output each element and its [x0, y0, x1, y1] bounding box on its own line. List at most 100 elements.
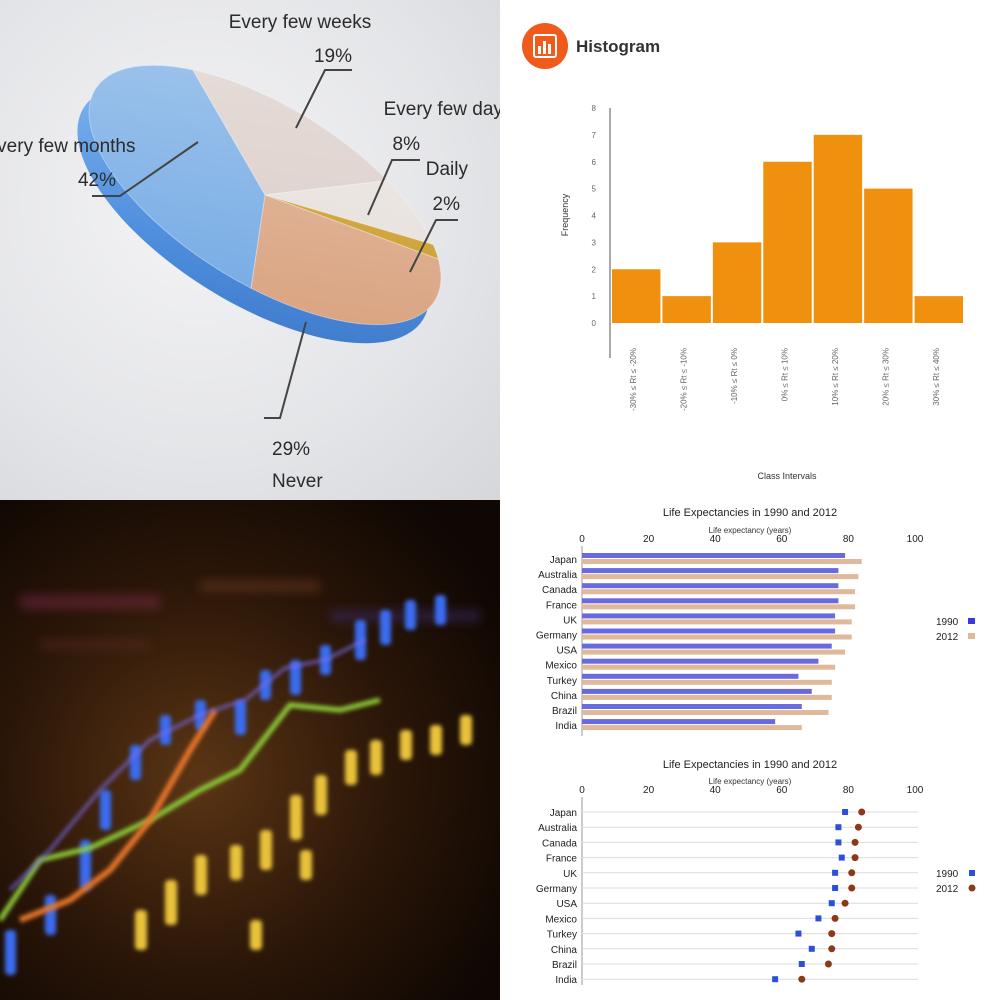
candle-down — [260, 830, 272, 870]
category-label: Mexico — [545, 661, 577, 672]
bar-2012 — [582, 710, 829, 715]
bar-legend-swatch-1990 — [968, 618, 975, 624]
histogram-bar — [763, 161, 812, 323]
green-trend-line — [0, 697, 381, 922]
x-tick-label: 0 — [579, 785, 585, 796]
bar-2012 — [582, 574, 859, 580]
point-1990 — [808, 945, 815, 952]
dot-chart-title: Life Expectancies in 1990 and 2012 — [663, 759, 837, 771]
bar-legend-swatch-2012 — [968, 633, 975, 639]
bar-1990 — [582, 553, 846, 558]
candlestick-illustration — [0, 500, 500, 1000]
x-tick-label: 60 — [776, 534, 788, 545]
bar-1990 — [582, 583, 839, 589]
bar-2012 — [582, 559, 862, 564]
pie-label-every-few-months: Every few months — [0, 136, 136, 157]
category-label: USA — [556, 899, 577, 910]
candle-up — [435, 595, 446, 625]
candle-down — [315, 775, 327, 815]
x-tick-label: 80 — [843, 785, 855, 796]
category-label: Brazil — [552, 960, 577, 971]
candle-down — [460, 715, 472, 745]
pie-chart-panel: Every few weeks 19% Every few days 8% Da… — [0, 0, 500, 500]
point-1990 — [832, 869, 839, 876]
leader-every-few-weeks — [295, 69, 352, 129]
dot-legend: 1990 2012 — [936, 869, 976, 895]
candle-down — [370, 740, 382, 775]
category-label: Canada — [542, 585, 577, 596]
pie-value-daily: 2% — [433, 194, 461, 215]
point-2012 — [828, 945, 836, 953]
histogram-chart: Histogram 0 1 2 3 4 5 6 7 8 -30% ≤ Rt ≤ -20% -20%… — [522, 23, 963, 481]
life-expectancy-charts: Life Expectancies in 1990 and 2012 Life … — [536, 507, 976, 986]
category-label: China — [551, 691, 578, 702]
histogram-bar — [712, 242, 762, 323]
leader-every-few-months — [92, 141, 199, 197]
point-2012 — [828, 930, 836, 938]
y-tick-label: 4 — [592, 212, 597, 221]
pie-value-never: 29% — [272, 439, 310, 460]
bar-2012 — [582, 725, 802, 731]
candle-down — [135, 910, 147, 950]
point-1990 — [795, 930, 802, 937]
dot-legend-swatch-2012 — [968, 884, 976, 892]
candle-down — [345, 750, 357, 785]
bar-2012 — [582, 604, 856, 610]
point-2012 — [798, 975, 806, 983]
x-tick-label: -30% ≤ Rt ≤ -20% — [629, 348, 638, 411]
y-tick-label: 1 — [592, 292, 597, 301]
candle-down — [230, 845, 242, 880]
x-tick-label: 0 — [579, 534, 585, 545]
x-tick-label: -20% ≤ Rt ≤ -10% — [680, 348, 689, 411]
category-label: Japan — [550, 555, 577, 566]
x-tick-label: 40 — [710, 534, 722, 545]
point-2012 — [854, 823, 862, 831]
category-label: India — [555, 975, 577, 986]
pie-chart: Every few weeks 19% Every few days 8% Da… — [0, 12, 500, 492]
point-1990 — [835, 824, 842, 831]
x-tick-label: 60 — [776, 785, 788, 796]
candle-down — [165, 880, 177, 925]
y-tick-label: 0 — [592, 319, 597, 328]
histogram-title: Histogram — [576, 37, 660, 56]
life-expectancy-panel: Life Expectancies in 1990 and 2012 Life … — [500, 500, 1000, 1000]
bar-2012 — [582, 589, 856, 595]
point-2012 — [858, 808, 866, 816]
bar-1990 — [582, 704, 802, 709]
point-2012 — [824, 960, 832, 968]
bar-2012 — [582, 679, 832, 685]
bar-chart-title: Life Expectancies in 1990 and 2012 — [663, 507, 837, 519]
bar-1990 — [582, 719, 776, 725]
bar-1990 — [582, 688, 812, 694]
y-axis-label: Frequency — [560, 193, 570, 236]
x-tick-label: -10% ≤ Rt ≤ 0% — [730, 348, 739, 404]
candle-up — [355, 620, 366, 660]
candle-down — [400, 730, 412, 760]
point-2012 — [848, 884, 856, 892]
category-label: China — [551, 945, 578, 956]
x-tick-label: 10% ≤ Rt ≤ 20% — [831, 348, 840, 406]
point-1990 — [835, 839, 842, 846]
x-tick-label: 100 — [907, 785, 924, 796]
histogram-bar — [914, 296, 963, 323]
point-1990 — [828, 900, 835, 907]
orange-trend-line — [18, 708, 218, 923]
bar-1990 — [582, 658, 819, 664]
histogram-bar — [813, 134, 863, 323]
bar-1990 — [582, 643, 832, 649]
bar-2012 — [582, 664, 836, 670]
y-tick-label: 6 — [592, 158, 597, 167]
pie-label-every-few-weeks: Every few weeks — [229, 12, 372, 33]
candle-up — [5, 930, 16, 975]
point-2012 — [841, 899, 849, 907]
histogram-bar — [612, 269, 661, 323]
bar-legend-1990: 1990 — [936, 617, 959, 628]
x-tick-label: 20 — [643, 534, 655, 545]
category-label: Germany — [536, 884, 577, 895]
candle-down — [250, 920, 262, 950]
candle-up — [100, 790, 111, 830]
category-label: France — [546, 600, 578, 611]
bar-legend: 1990 2012 — [936, 617, 975, 643]
x-tick-label: 100 — [907, 534, 924, 545]
pie-value-every-few-days: 8% — [393, 134, 421, 155]
